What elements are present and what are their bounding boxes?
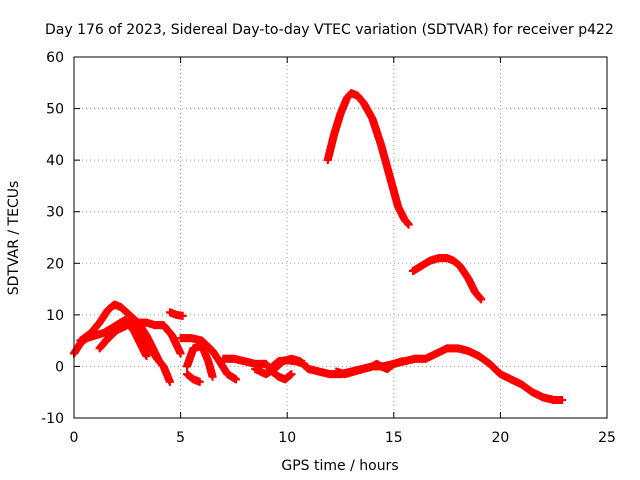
data-point xyxy=(176,349,185,358)
data-point xyxy=(398,357,407,366)
y-tick-label: 0 xyxy=(55,359,64,375)
x-tick-label: 15 xyxy=(385,430,403,446)
x-axis-label: GPS time / hours xyxy=(281,458,398,474)
data-point xyxy=(287,370,296,379)
x-tick-label: 5 xyxy=(176,430,185,446)
y-tick-label: 50 xyxy=(46,102,64,118)
y-tick-label: 10 xyxy=(46,308,64,324)
x-tick-label: 0 xyxy=(70,430,79,446)
y-axis-label: SDTVAR / TECUs xyxy=(6,181,22,296)
data-point xyxy=(558,395,567,404)
x-tick-label: 20 xyxy=(491,430,509,446)
data-point xyxy=(232,375,241,384)
data-point xyxy=(477,295,486,304)
data-point xyxy=(142,352,151,361)
tick-labels: 0 5 10 15 20 25 -10 0 10 20 30 40 50 60 xyxy=(41,50,616,446)
chart-title: Day 176 of 2023, Sidereal Day-to-day VTE… xyxy=(45,22,614,38)
data-point xyxy=(208,372,217,381)
ticks xyxy=(73,56,608,419)
plot-frame xyxy=(73,56,608,419)
y-tick-label: 60 xyxy=(46,50,64,66)
y-tick-label: 20 xyxy=(46,256,64,272)
y-tick-label: 30 xyxy=(46,205,64,221)
data-point xyxy=(300,359,309,368)
x-tick-label: 25 xyxy=(598,430,616,446)
y-tick-label: 40 xyxy=(46,153,64,169)
data-point xyxy=(165,377,174,386)
data-points xyxy=(70,89,567,404)
data-point xyxy=(178,311,187,320)
y-tick-label: -10 xyxy=(41,411,64,427)
x-tick-label: 10 xyxy=(278,430,296,446)
data-point xyxy=(195,377,204,386)
data-point xyxy=(404,220,413,229)
data-point xyxy=(155,357,164,366)
